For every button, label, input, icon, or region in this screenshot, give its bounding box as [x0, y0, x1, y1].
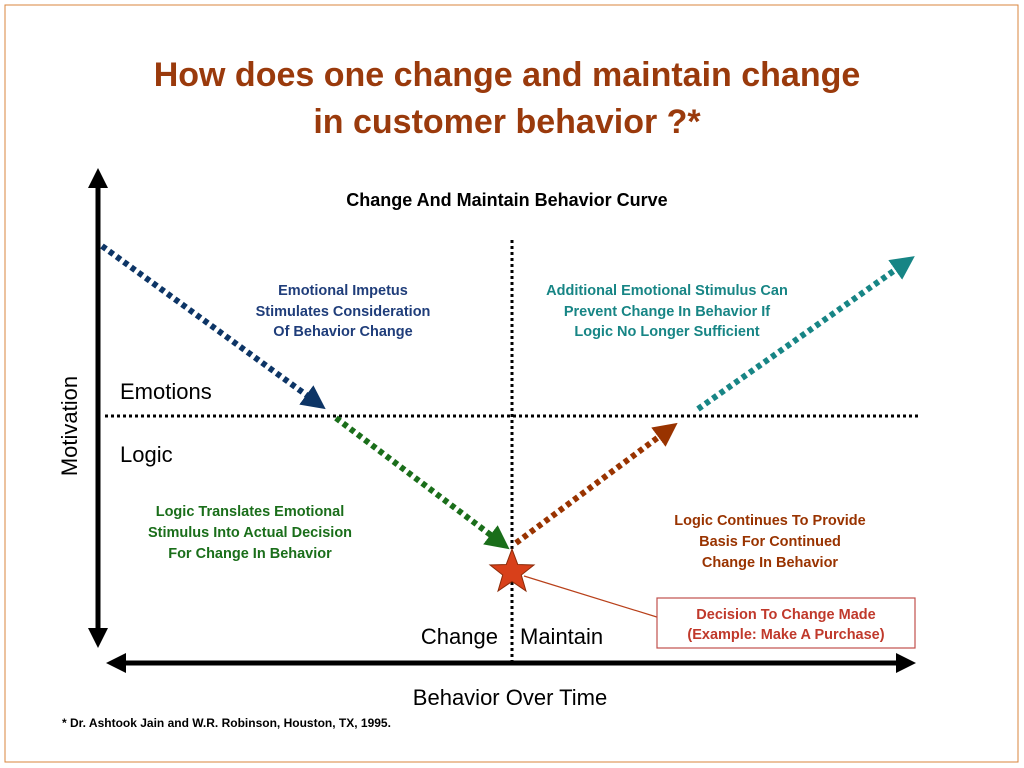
annotation-line: Of Behavior Change [273, 324, 412, 340]
stimulus-arrow [696, 256, 915, 412]
annotation-line: Prevent Change In Behavior If [564, 304, 770, 320]
zone-label: Change [421, 624, 498, 649]
annotation-line: Change In Behavior [702, 555, 839, 571]
y-axis-label: Motivation [57, 376, 82, 476]
zone-label: Logic [120, 442, 173, 467]
subtitle: Change And Maintain Behavior Curve [346, 190, 667, 210]
zone-label: Emotions [120, 379, 212, 404]
logic-arrow [334, 415, 510, 550]
annotation-line: Stimulus Into Actual Decision [148, 525, 352, 541]
title-line: How does one change and maintain change [154, 56, 861, 94]
annotation-line: Stimulates Consideration [256, 304, 431, 320]
annotation-line: Emotional Impetus [278, 283, 408, 299]
decision-star [488, 547, 536, 593]
callout-line: Decision To Change Made [696, 607, 875, 623]
title-line: in customer behavior ?* [313, 103, 701, 141]
zone-label: Maintain [520, 624, 603, 649]
annotation-line: Logic Translates Emotional [156, 504, 345, 520]
x-axis-label: Behavior Over Time [413, 685, 607, 710]
footnote: * Dr. Ashtook Jain and W.R. Robinson, Ho… [62, 716, 391, 730]
annotation-line: Additional Emotional Stimulus Can [546, 283, 788, 299]
slide-border [4, 4, 1019, 763]
annotation-line: For Change In Behavior [168, 546, 332, 562]
emotion-arrow [100, 243, 326, 410]
callout-leader [523, 575, 661, 619]
annotation-line: Basis For Continued [699, 534, 841, 550]
callout-box [656, 597, 916, 649]
annotation-line: Logic No Longer Sufficient [574, 324, 759, 340]
annotation-line: Logic Continues To Provide [674, 513, 865, 529]
maintain-arrow [514, 422, 678, 546]
callout-line: (Example: Make A Purchase) [687, 627, 884, 643]
